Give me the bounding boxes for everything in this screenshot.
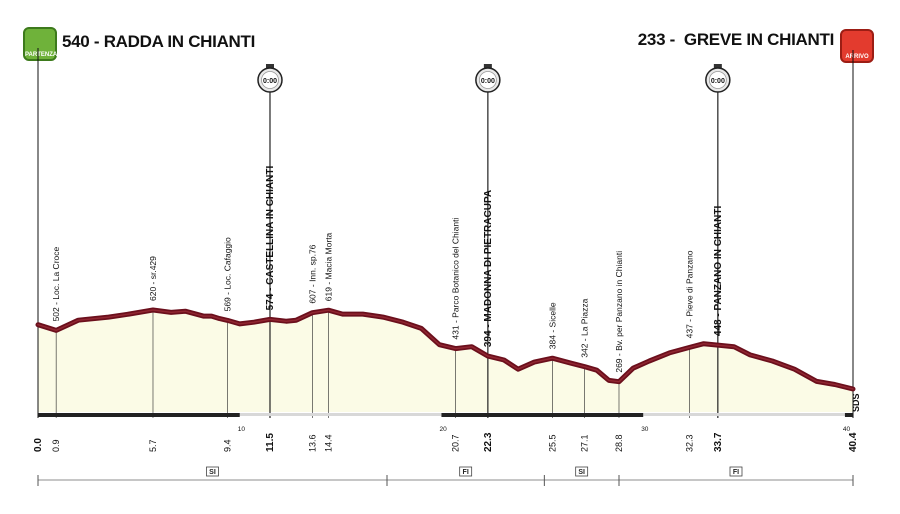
waypoint-label: 607 - Inn. sp.76 (307, 244, 317, 303)
brand-label: SDS (851, 393, 861, 412)
km-ruler-segment (844, 413, 853, 417)
province-badge (729, 466, 743, 477)
km-label: 27.1 (580, 434, 590, 452)
km-label: 0.9 (51, 439, 61, 452)
stopwatch-icon: 0:00 (705, 64, 731, 93)
waypoint-label: 502 - Loc. La Croce (51, 246, 61, 321)
waypoint-label: 437 - Pieve di Panzano (685, 250, 695, 338)
province-label: SI (578, 469, 585, 476)
finish-separator: - (669, 30, 684, 49)
start-header: 540 - RADDA IN CHIANTI (62, 32, 255, 52)
km-label: 20.7 (451, 434, 461, 452)
scale-tick-label: 30 (641, 426, 649, 433)
province-badge (575, 466, 589, 477)
waypoint-label: 448 - PANZANO IN CHIANTI (713, 206, 724, 337)
km-label: 28.8 (614, 434, 624, 452)
stopwatch-icon: 0:00 (475, 64, 501, 93)
province-label: SI (209, 469, 216, 476)
km-label: 33.7 (713, 432, 724, 452)
start-flag-icon: PARTENZA (23, 27, 57, 61)
waypoint-label: 342 - La Piazza (580, 298, 590, 357)
waypoint-label: 431 - Parco Botanico del Chianti (451, 218, 461, 340)
km-label: 40.4 (848, 432, 859, 452)
profile-area (38, 310, 853, 412)
finish-badge-label: ARRIVO (845, 54, 869, 60)
waypoint-label: 569 - Loc. Cafaggio (223, 237, 233, 311)
svg-text:0:00: 0:00 (481, 78, 495, 85)
waypoint-label: 620 - sr.429 (148, 256, 158, 301)
km-label: 0.0 (33, 438, 44, 452)
scale-tick-label: 10 (238, 426, 246, 433)
scale-tick-label: 40 (843, 426, 851, 433)
province-label: FI (733, 469, 739, 476)
stopwatch-icon: 0:00 (257, 64, 283, 93)
province-badge (459, 466, 473, 477)
km-ruler-segment (441, 413, 644, 417)
finish-altitude: 233 (637, 30, 666, 49)
svg-text:0:00: 0:00 (263, 78, 277, 85)
start-separator: - (93, 32, 104, 51)
km-label: 14.4 (323, 434, 333, 452)
waypoint-label: 574 - CASTELLINA IN CHIANTI (265, 166, 276, 311)
km-label: 22.3 (483, 432, 494, 452)
km-label: 13.6 (307, 434, 317, 452)
start-altitude: 540 (62, 32, 90, 51)
finish-name: GREVE IN CHIANTI (683, 30, 834, 49)
svg-text:0:00: 0:00 (711, 78, 725, 85)
km-ruler-segment (38, 413, 240, 417)
province-badge (206, 466, 219, 477)
waypoint-label: 384 - Sicelle (547, 302, 557, 349)
km-label: 11.5 (265, 433, 276, 452)
km-label: 9.4 (223, 439, 233, 452)
profile-line-inner (37, 309, 854, 390)
km-label: 25.5 (547, 434, 557, 452)
km-label: 32.3 (685, 434, 695, 452)
waypoint-label: 269 - Bv. per Panzano in Chianti (614, 251, 624, 373)
scale-tick-label: 20 (439, 426, 447, 433)
km-label: 5.7 (148, 439, 158, 452)
waypoint-label: 394 - MADONNA DI PIETRACUPA (483, 190, 494, 347)
waypoint-label: 619 - Macia Morta (323, 232, 333, 301)
province-label: FI (463, 469, 469, 476)
finish-header: 233 - GREVE IN CHIANTI (637, 30, 835, 50)
finish-icon: ARRIVO (840, 29, 874, 63)
start-name: RADDA IN CHIANTI (103, 32, 256, 51)
start-badge-label: PARTENZA (25, 52, 58, 58)
